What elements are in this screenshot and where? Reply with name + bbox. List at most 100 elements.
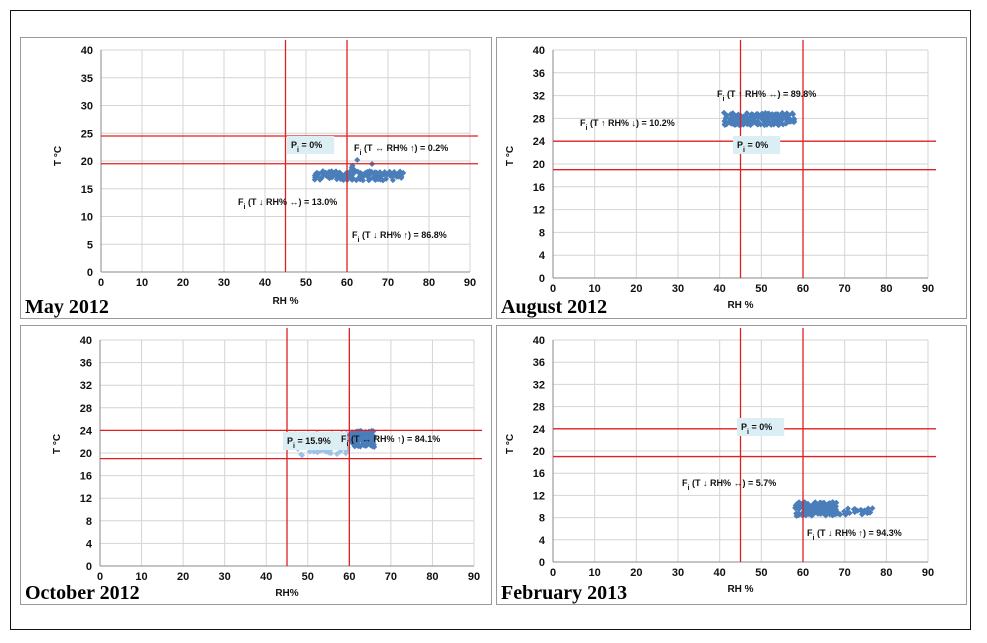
data-point bbox=[792, 505, 799, 512]
chart-svg: 0 10 20 30 40 50 60 70 80 900481216202428323640RH… bbox=[505, 328, 936, 595]
x-tick-label: 50 bbox=[300, 277, 312, 289]
data-point bbox=[333, 176, 340, 183]
fi-annotation: Fi (T ↓ RH% ↑) = 94.3% bbox=[807, 528, 902, 542]
figure-frame bbox=[10, 10, 971, 630]
panel-label: February 2013 bbox=[501, 582, 628, 604]
x-tick-label: 10 bbox=[136, 277, 148, 289]
y-axis-title: T °C bbox=[53, 146, 64, 166]
y-tick-label: 4 bbox=[539, 250, 546, 262]
y-tick-label: 8 bbox=[539, 513, 545, 525]
y-tick-label: 32 bbox=[533, 91, 545, 103]
y-tick-label: 4 bbox=[86, 538, 93, 550]
data-point bbox=[389, 177, 396, 184]
y-tick-label: 40 bbox=[533, 335, 545, 347]
x-tick-label: 0 bbox=[97, 571, 103, 583]
x-tick-label: 30 bbox=[219, 571, 231, 583]
panel-label: May 2012 bbox=[25, 296, 109, 318]
x-tick-label: 10 bbox=[589, 283, 601, 295]
y-axis-title: T °C bbox=[505, 146, 516, 166]
data-point bbox=[851, 506, 858, 513]
data-point bbox=[723, 112, 730, 119]
x-tick-label: 80 bbox=[880, 567, 892, 579]
data-point bbox=[783, 110, 790, 117]
y-axis-title: T °C bbox=[505, 434, 516, 454]
data-point bbox=[816, 510, 823, 517]
y-tick-label: 36 bbox=[80, 358, 92, 370]
data-point bbox=[363, 436, 370, 443]
y-tick-label: 16 bbox=[533, 182, 545, 194]
data-point bbox=[789, 110, 796, 117]
data-point bbox=[323, 172, 330, 179]
data-point bbox=[720, 109, 727, 116]
data-point bbox=[864, 506, 871, 513]
data-point bbox=[351, 443, 358, 450]
y-tick-label: 4 bbox=[539, 535, 546, 547]
chart-svg: 0 10 20 30 40 50 60 70 80 900481216202428323640RH… bbox=[505, 40, 936, 311]
y-tick-label: 25 bbox=[81, 128, 93, 140]
y-tick-label: 5 bbox=[87, 239, 93, 251]
data-point bbox=[348, 172, 355, 179]
x-tick-label: 90 bbox=[922, 283, 934, 295]
data-point bbox=[357, 429, 364, 436]
y-tick-label: 12 bbox=[533, 205, 545, 217]
fi-annotation: Fi (T ↑ RH% ↓) = 10.2% bbox=[580, 118, 675, 132]
x-tick-label: 60 bbox=[797, 567, 809, 579]
x-tick-label: 60 bbox=[797, 283, 809, 295]
y-tick-label: 40 bbox=[533, 45, 545, 57]
y-tick-label: 0 bbox=[87, 267, 93, 279]
x-tick-label: 30 bbox=[672, 567, 684, 579]
data-point bbox=[311, 176, 318, 183]
fi-annotation: Fi (T ↓ RH% ↔) = 13.0% bbox=[238, 197, 337, 211]
data-point bbox=[801, 499, 808, 506]
annotation-text: Fi (T ↔ RH% ↑) = 0.2% bbox=[354, 143, 448, 157]
y-tick-label: 28 bbox=[533, 113, 545, 125]
data-point bbox=[833, 509, 840, 516]
y-tick-label: 15 bbox=[81, 184, 93, 196]
x-tick-label: 20 bbox=[630, 283, 642, 295]
data-point bbox=[796, 503, 803, 510]
fi-annotation: Fi (T ↑ RH% ↔) = 89.8% bbox=[717, 89, 816, 103]
data-point bbox=[318, 447, 325, 454]
data-point bbox=[816, 499, 823, 506]
data-point bbox=[354, 156, 361, 163]
data-point bbox=[790, 118, 797, 125]
x-tick-label: 40 bbox=[714, 567, 726, 579]
chart-svg: 0 10 20 30 40 50 60 70 80 900481216202428323640RH… bbox=[52, 328, 482, 599]
data-point bbox=[354, 441, 361, 448]
x-tick-label: 70 bbox=[839, 567, 851, 579]
x-tick-label: 40 bbox=[714, 283, 726, 295]
data-point bbox=[391, 172, 398, 179]
data-point bbox=[751, 114, 758, 121]
annotation-text: Fi (T ↓ RH% ↔) = 13.0% bbox=[238, 197, 337, 211]
data-point bbox=[814, 502, 821, 509]
fi-annotation: Fi (T ↓ RH% ↔) = 5.7% bbox=[682, 478, 776, 492]
y-tick-label: 10 bbox=[81, 212, 93, 224]
data-point bbox=[318, 175, 325, 182]
data-point bbox=[377, 176, 384, 183]
data-point bbox=[861, 507, 868, 514]
annotation-text: Pi = 0% bbox=[291, 140, 322, 154]
x-axis-title: RH % bbox=[727, 300, 753, 311]
x-tick-label: 90 bbox=[464, 277, 476, 289]
y-tick-label: 35 bbox=[81, 73, 93, 85]
data-point bbox=[329, 169, 336, 176]
data-point bbox=[298, 451, 305, 458]
data-point bbox=[773, 120, 780, 127]
data-point bbox=[313, 169, 320, 176]
y-tick-label: 36 bbox=[533, 357, 545, 369]
data-point bbox=[381, 169, 388, 176]
x-tick-label: 60 bbox=[341, 277, 353, 289]
chart-may-2012: 0 10 20 30 40 50 60 70 80 90 0 5 10 15 20 25 30 35 40 RH % T… bbox=[20, 37, 492, 319]
y-tick-label: 0 bbox=[539, 273, 545, 285]
y-tick-label: 24 bbox=[533, 136, 546, 148]
data-point bbox=[369, 437, 376, 444]
annotation-text: Pi = 0% bbox=[741, 422, 772, 436]
x-axis-title: RH % bbox=[272, 296, 298, 307]
data-point bbox=[813, 506, 820, 513]
x-tick-label: 20 bbox=[630, 567, 642, 579]
data-point bbox=[854, 507, 861, 514]
y-tick-label: 36 bbox=[533, 68, 545, 80]
y-tick-label: 40 bbox=[81, 45, 93, 57]
data-point bbox=[748, 111, 755, 118]
